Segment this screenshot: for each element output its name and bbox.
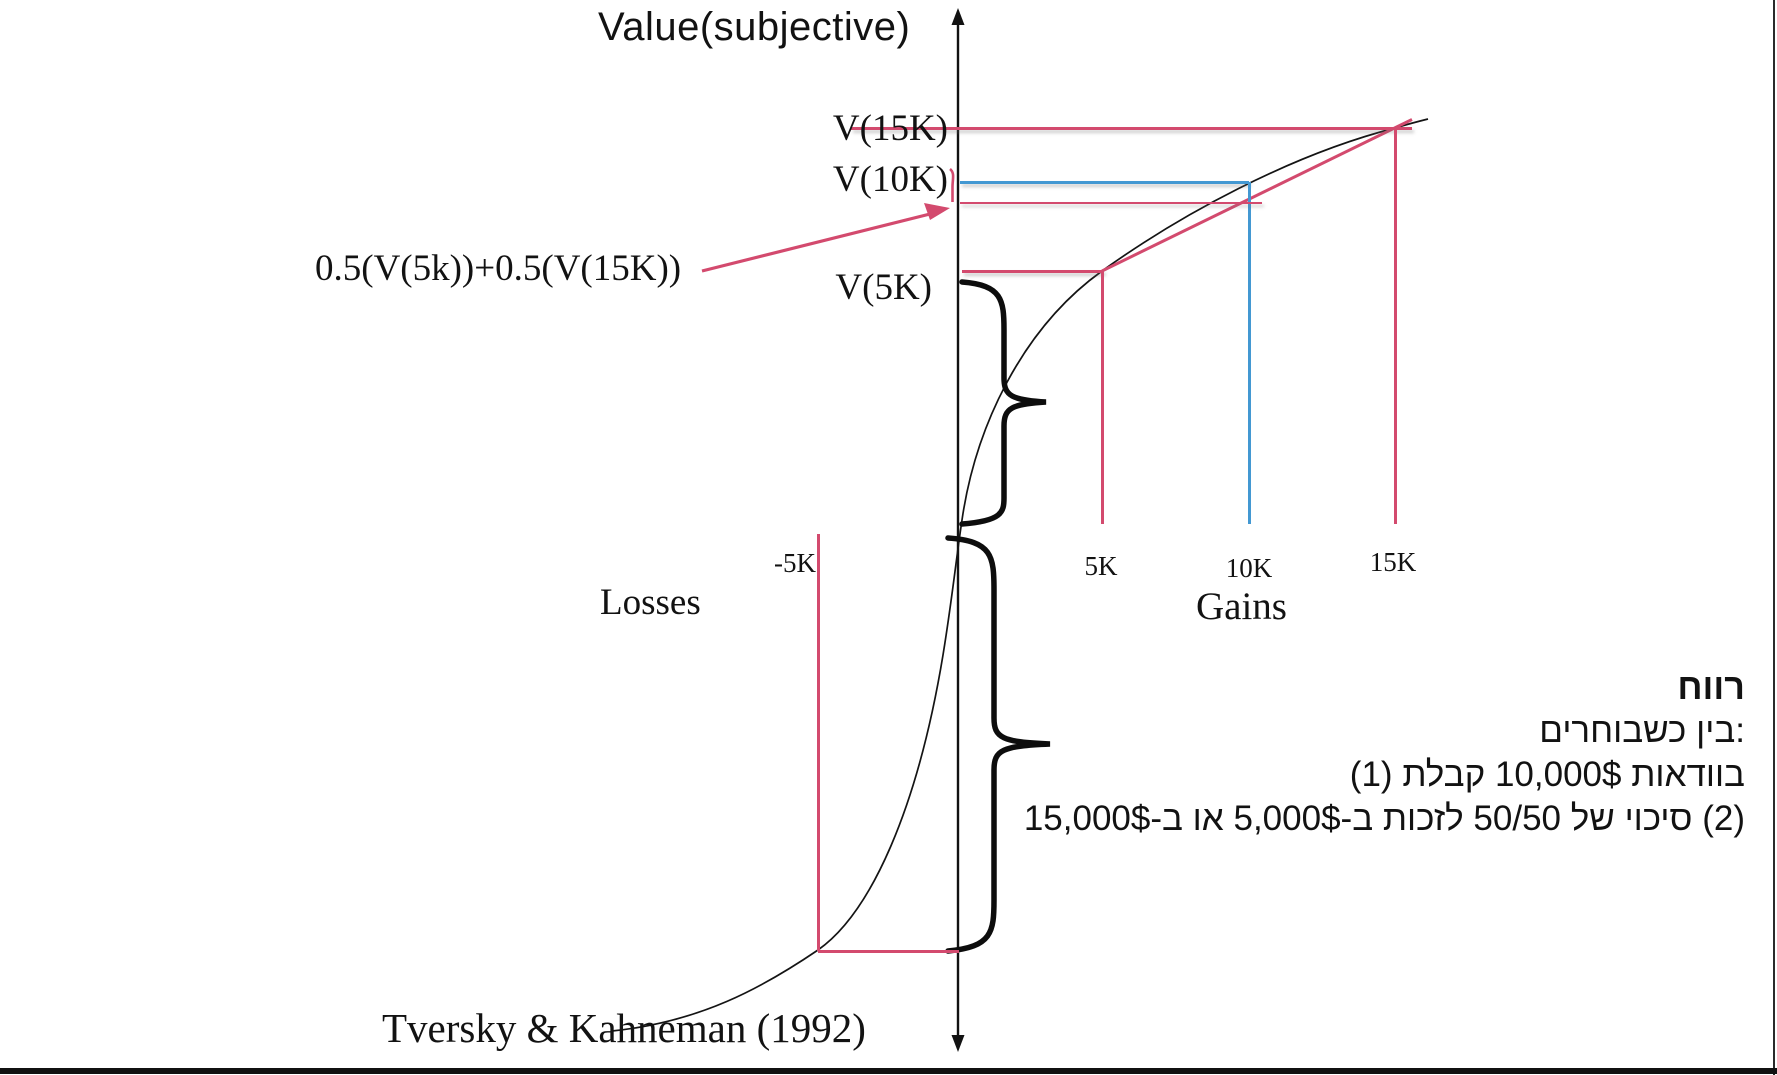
v15k-level-line bbox=[851, 126, 1412, 130]
option-number: (2) bbox=[1702, 799, 1745, 838]
amount-text: 10,000$ bbox=[1494, 755, 1622, 794]
amount-text: 15,000$-ב bbox=[1023, 799, 1183, 838]
amount-text: 5,000$-ב bbox=[1233, 799, 1374, 838]
hebrew-word: קבלת bbox=[1402, 755, 1486, 794]
v10k-label: V(10K) bbox=[832, 159, 948, 200]
hebrew-note-line-3: (1) קבלת 10,000$ בוודאות bbox=[1350, 755, 1745, 795]
option-number: (1) bbox=[1349, 755, 1393, 794]
losses-axis-label: Losses bbox=[600, 582, 701, 623]
v5k-label: V(5K) bbox=[835, 267, 932, 308]
hebrew-word: בין: bbox=[1696, 711, 1745, 750]
loss-brace bbox=[945, 535, 1051, 954]
tick-minus5k-label: -5K bbox=[774, 548, 816, 578]
tick-10k-vertical-line bbox=[1247, 182, 1251, 524]
formula-arrow bbox=[701, 167, 955, 273]
tick-15k-label: 15K bbox=[1369, 547, 1417, 577]
hebrew-note-title: רווח bbox=[1677, 666, 1745, 707]
tick-15k-vertical-line bbox=[1394, 128, 1397, 524]
hebrew-word: בוודאות bbox=[1631, 755, 1745, 794]
tick-minus5k-vertical-line bbox=[817, 534, 820, 951]
axis-arrow-up-icon bbox=[951, 8, 965, 25]
gain-brace bbox=[959, 279, 1047, 527]
v10k-level-line bbox=[960, 180, 1249, 184]
hebrew-word: סיכוי bbox=[1624, 799, 1693, 838]
hebrew-word: של bbox=[1570, 799, 1615, 838]
axis-title: Value(subjective) bbox=[598, 5, 911, 49]
hebrew-word: לזכות bbox=[1382, 799, 1464, 838]
slide-right-border bbox=[1772, 0, 1775, 1075]
tick-5k-vertical-line bbox=[1101, 271, 1104, 524]
hebrew-note-line-2: כשבוחרים בין: bbox=[1539, 711, 1745, 751]
value-function-curve bbox=[611, 118, 1429, 1032]
hebrew-word: כשבוחרים bbox=[1539, 711, 1687, 750]
axis-arrow-down-icon bbox=[951, 1035, 965, 1052]
hebrew-word: או bbox=[1192, 799, 1224, 838]
tick-10k-label: 10K bbox=[1225, 553, 1273, 583]
gains-axis-label: Gains bbox=[1196, 585, 1287, 628]
value-axis bbox=[951, 8, 965, 1052]
gamble-chord-line bbox=[1101, 118, 1413, 273]
arrowhead-icon bbox=[924, 203, 950, 220]
tick-5k-label: 5K bbox=[1084, 551, 1118, 581]
gamble-expected-value-line bbox=[959, 201, 1262, 205]
citation-text: Tversky & Kahneman (1992) bbox=[382, 1005, 866, 1051]
hebrew-note-line-4: 15,000$-ב או 5,000$-ב לזכות 50/50 של סיכ… bbox=[1024, 799, 1745, 839]
odds-text: 50/50 bbox=[1473, 799, 1562, 838]
gamble-formula-label: 0.5(V(5k))+0.5(V(15K)) bbox=[315, 248, 682, 289]
slide-bottom-border bbox=[0, 1068, 1777, 1074]
v-minus5k-level-line bbox=[818, 949, 959, 953]
v5k-level-line bbox=[962, 269, 1104, 273]
v15k-label: V(15K) bbox=[832, 108, 948, 149]
